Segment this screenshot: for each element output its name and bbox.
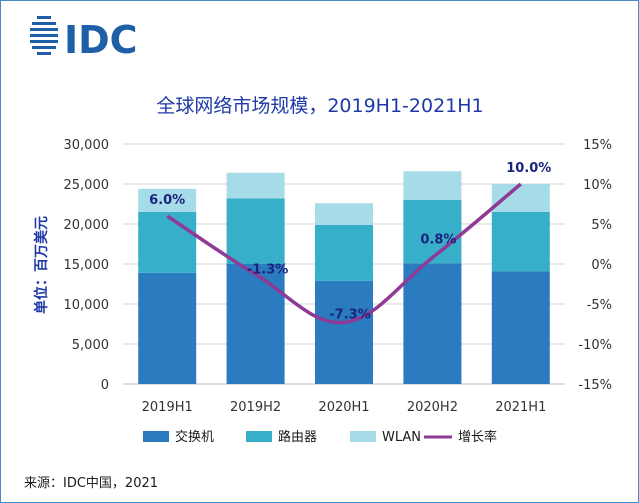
bar-wlan [315,203,373,225]
bar-router [315,224,373,281]
legend-swatch-router [246,431,272,442]
category-label: 2020H2 [407,400,458,415]
left-tick-label: 20,000 [64,218,110,233]
growth-rate-label: 0.8% [420,233,456,248]
right-tick-label: 5% [591,218,612,233]
bar-wlan [403,171,462,200]
bar-switch [138,272,197,384]
left-tick-label: 5,000 [72,338,109,353]
category-label: 2021H1 [495,400,546,415]
right-tick-label: -10% [578,338,612,353]
chart-title: 全球网络市场规模，2019H1-2021H1 [156,95,483,117]
right-tick-label: -15% [578,378,612,393]
right-tick-label: 15% [583,138,612,153]
bar-switch [403,263,462,384]
bar-wlan [226,172,285,199]
left-tick-label: 30,000 [64,138,110,153]
left-tick-label: 0 [101,378,109,393]
bar-router [403,200,462,264]
growth-rate-label: -7.3% [329,307,370,322]
left-tick-label: 15,000 [64,258,110,273]
legend-label-router: 路由器 [278,429,317,445]
category-labels: 2019H1 2019H2 2020H1 2020H2 2021H1 [142,400,547,415]
left-tick-label: 10,000 [64,298,110,313]
bar-switch [491,271,550,384]
right-tick-label: -5% [587,298,612,313]
growth-rate-label: 6.0% [149,193,185,208]
category-label: 2019H2 [230,400,281,415]
bar-wlan [138,188,197,212]
growth-rate-labels: 6.0% -1.3% -7.3% 0.8% 10.0% [149,161,551,322]
growth-rate-label: -1.3% [247,262,288,277]
left-axis-ticks: 30,000 25,000 20,000 15,000 10,000 5,000 0 [64,138,110,393]
growth-rate-path [166,182,522,325]
right-tick-label: 10% [583,178,612,193]
source-note: 来源：IDC中国，2021 [24,476,158,491]
left-tick-label: 25,000 [64,178,110,193]
legend: 交换机 路由器 WLAN 增长率 [143,429,497,445]
category-label: 2020H1 [318,400,369,415]
bar-router [138,212,197,273]
right-tick-label: 0% [591,258,612,273]
growth-rate-line [166,182,522,325]
bar-switch [226,264,285,384]
idc-logo: IDC [30,16,138,62]
right-axis-ticks: 15% 10% 5% 0% -5% -10% -15% [578,138,612,393]
category-label: 2019H1 [142,400,193,415]
legend-label-wlan: WLAN [382,430,421,445]
y-axis-label: 单位：百万美元 [33,216,50,314]
legend-label-switch: 交换机 [175,429,214,445]
bar-router [491,212,550,272]
legend-swatch-switch [143,431,169,442]
bar-router [226,198,285,264]
bar-wlan [491,184,550,212]
legend-swatch-wlan [350,431,376,442]
globe-icon [30,16,58,55]
legend-label-growth: 增长率 [458,429,497,445]
bars [138,171,550,384]
logo-text: IDC [64,18,138,62]
growth-rate-label: 10.0% [506,161,551,176]
bar-switch [315,280,373,384]
